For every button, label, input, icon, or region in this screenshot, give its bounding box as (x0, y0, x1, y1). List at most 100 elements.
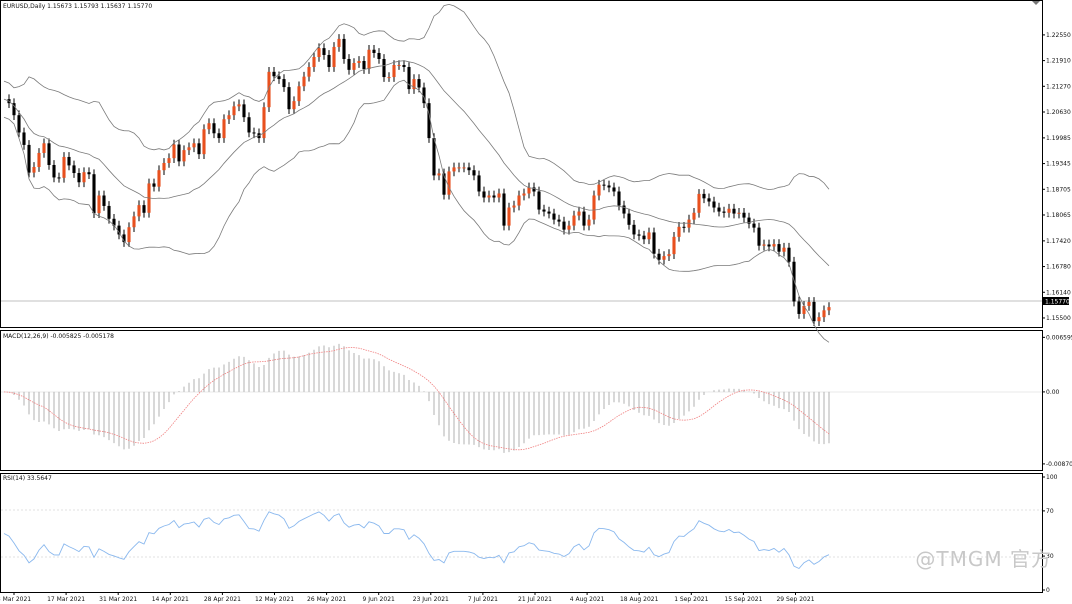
candle-body (202, 129, 206, 155)
candle-body (462, 167, 466, 169)
time-axis-label: 21 Jul 2021 (518, 596, 552, 603)
candle-body (772, 244, 776, 247)
candle-body (682, 226, 686, 228)
candle-body (497, 193, 501, 198)
candle-body (17, 115, 21, 133)
rsi-pane-frame (0, 473, 1043, 593)
macd-pane-frame (0, 330, 1043, 471)
candle-body (737, 212, 741, 214)
time-axis-label: 3 Mar 2021 (0, 596, 31, 603)
candle-body (647, 232, 651, 240)
candle-body (107, 205, 111, 219)
candle-body (352, 63, 356, 70)
candle-body (217, 133, 221, 139)
price-axis-label: 1.16140 (1046, 289, 1071, 296)
candle-body (587, 219, 591, 226)
candle-body (552, 213, 556, 220)
macd-axis-label: 0.006595 (1046, 334, 1072, 341)
time-axis-label: 1 Sep 2021 (674, 596, 708, 603)
price-axis-label: 1.15500 (1046, 315, 1071, 322)
candle-body (422, 87, 426, 104)
candle-body (122, 234, 126, 243)
candle-body (22, 132, 26, 145)
candle-body (512, 205, 516, 208)
rsi-axis-label: 100 (1046, 474, 1058, 481)
time-axis-label: 26 May 2021 (307, 596, 346, 603)
candle-body (287, 87, 291, 110)
rsi-marks (3, 511, 830, 570)
macd-axis-label: 0.00 (1046, 389, 1060, 396)
candle-body (752, 223, 756, 228)
candle-body (707, 198, 711, 202)
candle-body (312, 56, 316, 68)
candle-body (187, 147, 191, 151)
candle-body (582, 211, 586, 226)
candle-body (432, 138, 436, 176)
candle-body (102, 195, 106, 206)
candle-body (307, 67, 311, 77)
bollinger-upper-line (3, 3, 830, 191)
price-axis-label: 1.18065 (1046, 212, 1071, 219)
candle-body (172, 144, 176, 159)
time-axis-label: 18 Aug 2021 (620, 596, 659, 603)
candle-body (657, 253, 661, 260)
candle-body (252, 132, 256, 134)
candle-body (37, 152, 41, 167)
candle-body (12, 103, 16, 116)
candle-body (727, 208, 731, 213)
candle-body (632, 224, 636, 235)
macd-marks (3, 343, 830, 453)
price-axis-label: 1.21270 (1046, 83, 1071, 90)
candle-body (477, 175, 481, 192)
candle-body (592, 195, 596, 220)
candle-body (567, 225, 571, 230)
price-axis-label: 1.20630 (1046, 109, 1071, 116)
candle-body (417, 79, 421, 88)
candle-body (487, 195, 491, 198)
candle-body (797, 301, 801, 314)
candle-body (182, 150, 186, 162)
candle-body (787, 247, 791, 262)
candle-body (137, 205, 141, 217)
candle-body (92, 174, 96, 214)
candle-body (127, 227, 131, 243)
candle-body (492, 195, 496, 198)
candle-body (302, 76, 306, 87)
candle-body (507, 207, 511, 226)
chart-shift-marker-icon[interactable] (1032, 1, 1040, 5)
candle-body (627, 213, 631, 225)
candle-body (722, 211, 726, 213)
price-axis-label: 1.16780 (1046, 264, 1071, 271)
bollinger-lower-line (3, 79, 830, 343)
time-axis-label: 4 Aug 2021 (570, 596, 605, 603)
candle-body (827, 307, 831, 311)
rsi-line (3, 511, 830, 570)
candle-body (652, 232, 656, 254)
time-axis-label: 15 Sep 2021 (724, 596, 762, 603)
candle-body (517, 195, 521, 206)
candle-body (67, 156, 71, 166)
candle-body (617, 191, 621, 206)
candle-body (442, 173, 446, 195)
candle-body (502, 193, 506, 226)
candle-body (77, 173, 81, 183)
candle-body (42, 143, 46, 153)
candle-body (742, 212, 746, 218)
candle-body (322, 48, 326, 55)
candle-body (747, 217, 751, 224)
candle-body (97, 195, 101, 214)
price-axis-label: 1.22550 (1046, 32, 1071, 39)
candle-body (542, 209, 546, 212)
candle-body (212, 123, 216, 134)
candle-body (602, 184, 606, 186)
candle-body (207, 123, 211, 130)
candle-body (562, 221, 566, 230)
candle-body (237, 104, 241, 107)
candle-body (82, 172, 86, 183)
candle-body (332, 46, 336, 68)
candle-body (677, 226, 681, 237)
candle-body (702, 193, 706, 199)
candle-body (712, 201, 716, 208)
candle-body (802, 305, 806, 314)
